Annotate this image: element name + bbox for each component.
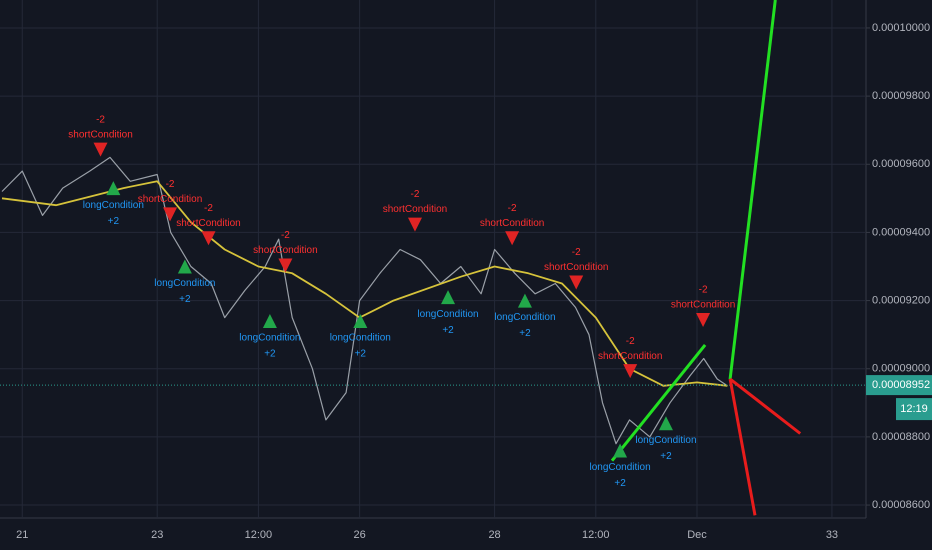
long-marker [441,290,456,305]
long-label: longCondition [417,309,478,320]
trend-line [728,0,777,380]
countdown-tag [896,398,932,421]
y-tick-label: 0.00009600 [872,158,930,170]
short-label: shortCondition [671,300,735,311]
short-label: shortCondition [253,245,317,256]
short-label: shortCondition [383,204,447,215]
long-amount: +2 [442,325,454,336]
short-amount: -2 [166,179,175,190]
short-marker [278,258,293,273]
long-marker [177,259,192,274]
y-tick-label: 0.00009200 [872,294,930,306]
y-tick-label: 0.00010000 [872,22,930,34]
price-tag-label: 0.00008952 [872,379,930,391]
long-marker [106,181,121,196]
short-amount: -2 [626,336,635,347]
short-label: shortCondition [480,218,544,229]
short-label: shortCondition [176,218,240,229]
short-amount: -2 [508,203,517,214]
short-amount: -2 [699,285,708,296]
y-tick-label: 0.00008800 [872,431,930,443]
short-label: shortCondition [598,351,662,362]
long-marker [613,443,628,458]
long-marker [262,314,277,329]
long-label: longCondition [154,278,215,289]
moving-average [1,180,728,387]
price-line [1,156,728,445]
y-tick-label: 0.00009800 [872,90,930,102]
y-tick-label: 0.00008600 [872,499,930,511]
long-amount: +2 [179,294,191,305]
long-amount: +2 [660,451,672,462]
long-label: longCondition [330,333,391,344]
long-marker [517,293,532,308]
x-tick-label: 12:00 [582,529,610,541]
short-marker [407,217,422,232]
trend-line [728,378,757,516]
y-tick-label: 0.00009400 [872,226,930,238]
short-amount: -2 [281,230,290,241]
countdown-label: 12:19 [900,403,928,415]
long-label: longCondition [239,333,300,344]
long-amount: +2 [264,349,276,360]
short-amount: -2 [572,247,581,258]
long-amount: +2 [519,328,531,339]
short-marker [569,275,584,290]
x-tick-label: 23 [151,529,163,541]
short-amount: -2 [411,189,420,200]
short-marker [201,231,216,246]
x-tick-label: 28 [488,529,500,541]
short-label: shortCondition [68,129,132,140]
short-marker [163,207,178,222]
x-tick-label: 26 [354,529,366,541]
x-tick-label: 12:00 [245,529,273,541]
price-tag [866,375,932,396]
y-tick-label: 0.00009000 [872,363,930,375]
short-label: shortCondition [544,262,608,273]
long-label: longCondition [494,312,555,323]
short-marker [696,313,711,328]
short-amount: -2 [96,114,105,125]
long-marker [658,416,673,431]
long-amount: +2 [614,478,626,489]
long-label: longCondition [635,435,696,446]
long-label: longCondition [83,200,144,211]
x-tick-label: Dec [687,529,707,541]
long-label: longCondition [589,462,650,473]
x-tick-label: 33 [826,529,838,541]
short-marker [93,142,108,157]
short-label: shortCondition [138,194,202,205]
short-marker [623,364,638,379]
long-amount: +2 [355,349,367,360]
short-amount: -2 [204,203,213,214]
trend-line [729,377,802,435]
long-marker [353,314,368,329]
trend-line [610,343,707,462]
long-amount: +2 [108,216,120,227]
short-marker [505,231,520,246]
x-tick-label: 21 [16,529,28,541]
